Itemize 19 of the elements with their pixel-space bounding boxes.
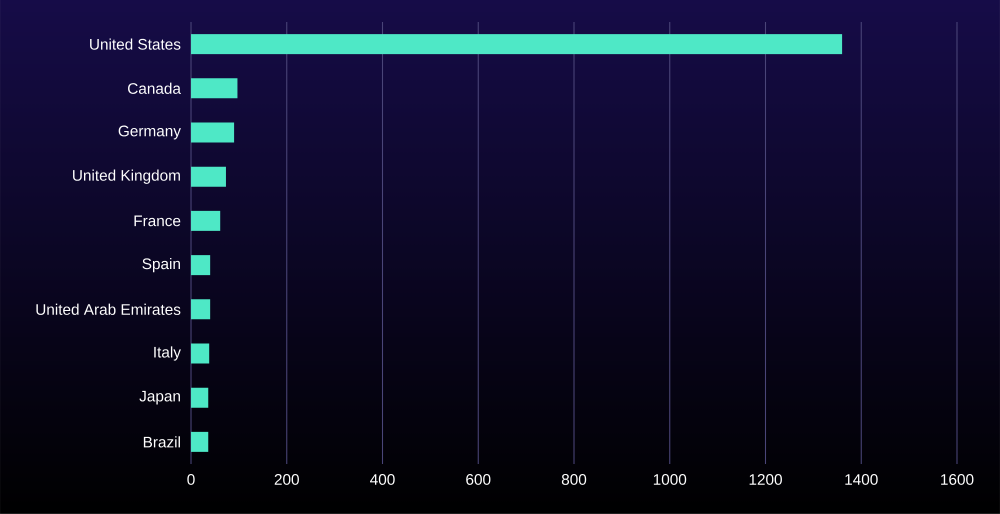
x-tick-label: 1600 — [941, 474, 974, 485]
x-tick-label: 1200 — [750, 474, 782, 485]
y-tick-label: United Arab Emirates — [36, 304, 180, 315]
x-tick-label: 1400 — [845, 474, 878, 485]
y-tick-label: Italy — [154, 346, 181, 361]
y-tick-label: Brazil — [144, 436, 180, 448]
y-tick-label: Japan — [139, 390, 180, 405]
y-tick-label: Spain — [142, 258, 180, 272]
x-tick-label: 1000 — [654, 474, 686, 485]
x-tick-label: 0 — [187, 474, 195, 485]
y-tick-label: Germany — [118, 126, 181, 140]
x-tick-label: 800 — [562, 474, 586, 485]
y-tick-label: United Kingdom — [73, 170, 180, 184]
x-tick-label: 200 — [274, 474, 299, 485]
x-tick-label: 600 — [466, 474, 490, 485]
x-tick-label: 400 — [370, 474, 395, 485]
y-tick-label: France — [134, 216, 180, 226]
y-tick-label: United States — [90, 38, 180, 50]
y-tick-label: Canada — [128, 82, 181, 94]
